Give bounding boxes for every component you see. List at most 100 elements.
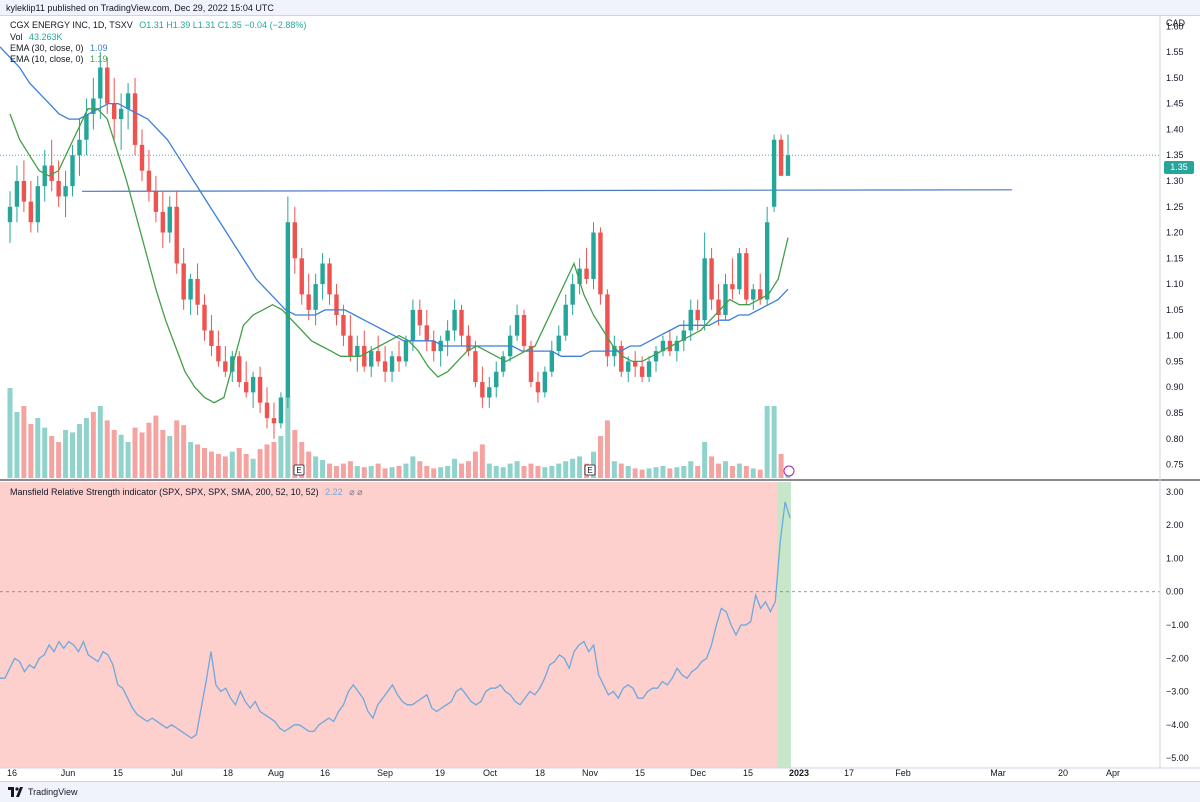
candle xyxy=(674,335,680,362)
candle-body xyxy=(723,284,728,316)
ohlc-values: O1.31 H1.39 L1.31 C1.35 −0.04 (−2.88%) xyxy=(139,20,307,30)
volume-bar xyxy=(577,456,583,478)
volume-bar xyxy=(535,466,541,478)
candle xyxy=(125,83,131,130)
candle-body xyxy=(584,268,589,279)
candle xyxy=(355,335,360,372)
candle-body xyxy=(744,253,749,300)
rs-tick-label: 1.00 xyxy=(1166,553,1184,563)
volume-bar xyxy=(452,458,458,478)
volume-bar xyxy=(63,430,69,478)
volume-bar xyxy=(139,432,145,478)
volume-bar xyxy=(549,466,555,478)
volume-bar xyxy=(285,396,291,478)
candle xyxy=(285,196,291,408)
candle-body xyxy=(667,340,673,352)
vol-label: Vol xyxy=(10,32,23,42)
ema30-legend[interactable]: EMA (30, close, 0) 1.09 xyxy=(10,43,108,54)
time-tick-label: 2023 xyxy=(789,768,809,778)
candle xyxy=(702,232,707,331)
symbol-name[interactable]: CGX ENERGY INC, 1D, TSXV xyxy=(10,20,133,30)
mansfield-icons: ⌀ ⌀ xyxy=(349,487,363,497)
candle-body xyxy=(243,382,249,393)
footer-brand[interactable]: TradingView xyxy=(28,787,78,797)
candle xyxy=(223,345,228,377)
candle-body xyxy=(278,397,284,424)
candle-body xyxy=(403,340,409,362)
candle xyxy=(480,366,485,408)
volume-bar xyxy=(438,467,444,478)
candle xyxy=(459,304,464,346)
volume-bar xyxy=(132,427,138,478)
volume-bar xyxy=(14,412,20,478)
candle xyxy=(35,175,40,233)
ema10-legend[interactable]: EMA (10, close, 0) 1.19 xyxy=(10,54,108,65)
candle xyxy=(369,345,374,377)
volume-bar xyxy=(424,466,430,478)
price-tick-label: 1.35 xyxy=(1166,150,1184,160)
candle-body xyxy=(431,340,436,352)
earnings-marker-label: E xyxy=(296,466,301,475)
candle-body xyxy=(355,345,360,357)
volume-bar xyxy=(688,461,694,478)
time-tick-label: 15 xyxy=(113,768,123,778)
volume-bar xyxy=(375,463,381,478)
volume-bar xyxy=(229,451,235,478)
candle xyxy=(362,330,367,372)
earnings-marker-box xyxy=(584,464,596,476)
volume-bar xyxy=(764,406,770,478)
candle-body xyxy=(660,340,666,352)
candle-body xyxy=(63,186,68,197)
volume-bar xyxy=(653,467,659,478)
candle-body xyxy=(118,108,124,120)
price-tick-label: 1.20 xyxy=(1166,228,1184,238)
time-tick-label: Jun xyxy=(61,768,76,778)
volume-legend[interactable]: Vol 43.263K xyxy=(10,32,63,43)
candle-body xyxy=(521,315,527,346)
candle-body xyxy=(35,186,40,223)
candle-body xyxy=(334,294,339,316)
candle-body xyxy=(410,309,416,341)
candle xyxy=(570,273,575,316)
volume-bar xyxy=(702,442,708,478)
candle xyxy=(591,222,596,290)
volume-bar xyxy=(306,451,312,478)
candle xyxy=(688,299,693,341)
horizontal-trendline xyxy=(81,189,1013,192)
candle xyxy=(438,335,443,367)
candle xyxy=(723,273,728,321)
candle xyxy=(431,330,436,362)
currency-label: CAD xyxy=(1166,18,1186,28)
price-tick-label: 1.40 xyxy=(1166,124,1184,134)
candle xyxy=(49,139,54,192)
volume-bar xyxy=(125,442,131,478)
candle-body xyxy=(452,309,457,331)
candle-body xyxy=(778,139,784,176)
rs-positive-zone xyxy=(777,482,791,768)
axes: 1.60 1.55 1.50 1.45 1.40 1.35 1.30 1.25 1.20 1.15… xyxy=(0,16,1200,778)
mansfield-legend[interactable]: Mansfield Relative Strength indicator (S… xyxy=(10,487,363,498)
time-tick-label: Oct xyxy=(483,768,498,778)
candle-body xyxy=(223,361,228,372)
ema30-value: 1.09 xyxy=(90,43,108,53)
time-tick-label: 17 xyxy=(844,768,854,778)
candle-body xyxy=(716,299,721,316)
candle-body xyxy=(160,211,166,233)
candle-body xyxy=(764,222,770,300)
volume-bar xyxy=(709,456,715,478)
ema10-label: EMA (10, close, 0) xyxy=(10,54,84,64)
candle xyxy=(70,144,75,197)
candle-body xyxy=(577,268,582,285)
price-tick-label: 1.45 xyxy=(1166,99,1184,109)
candle-body xyxy=(785,155,791,176)
candle-body xyxy=(84,113,89,140)
time-tick-label: 16 xyxy=(320,768,330,778)
candle xyxy=(271,402,277,439)
price-tick-label: 0.95 xyxy=(1166,356,1184,366)
candle xyxy=(764,206,770,305)
volume-bar xyxy=(750,468,756,478)
volume-bar xyxy=(292,430,298,478)
candle xyxy=(195,263,200,316)
rs-tick-label: −2.00 xyxy=(1166,653,1189,663)
